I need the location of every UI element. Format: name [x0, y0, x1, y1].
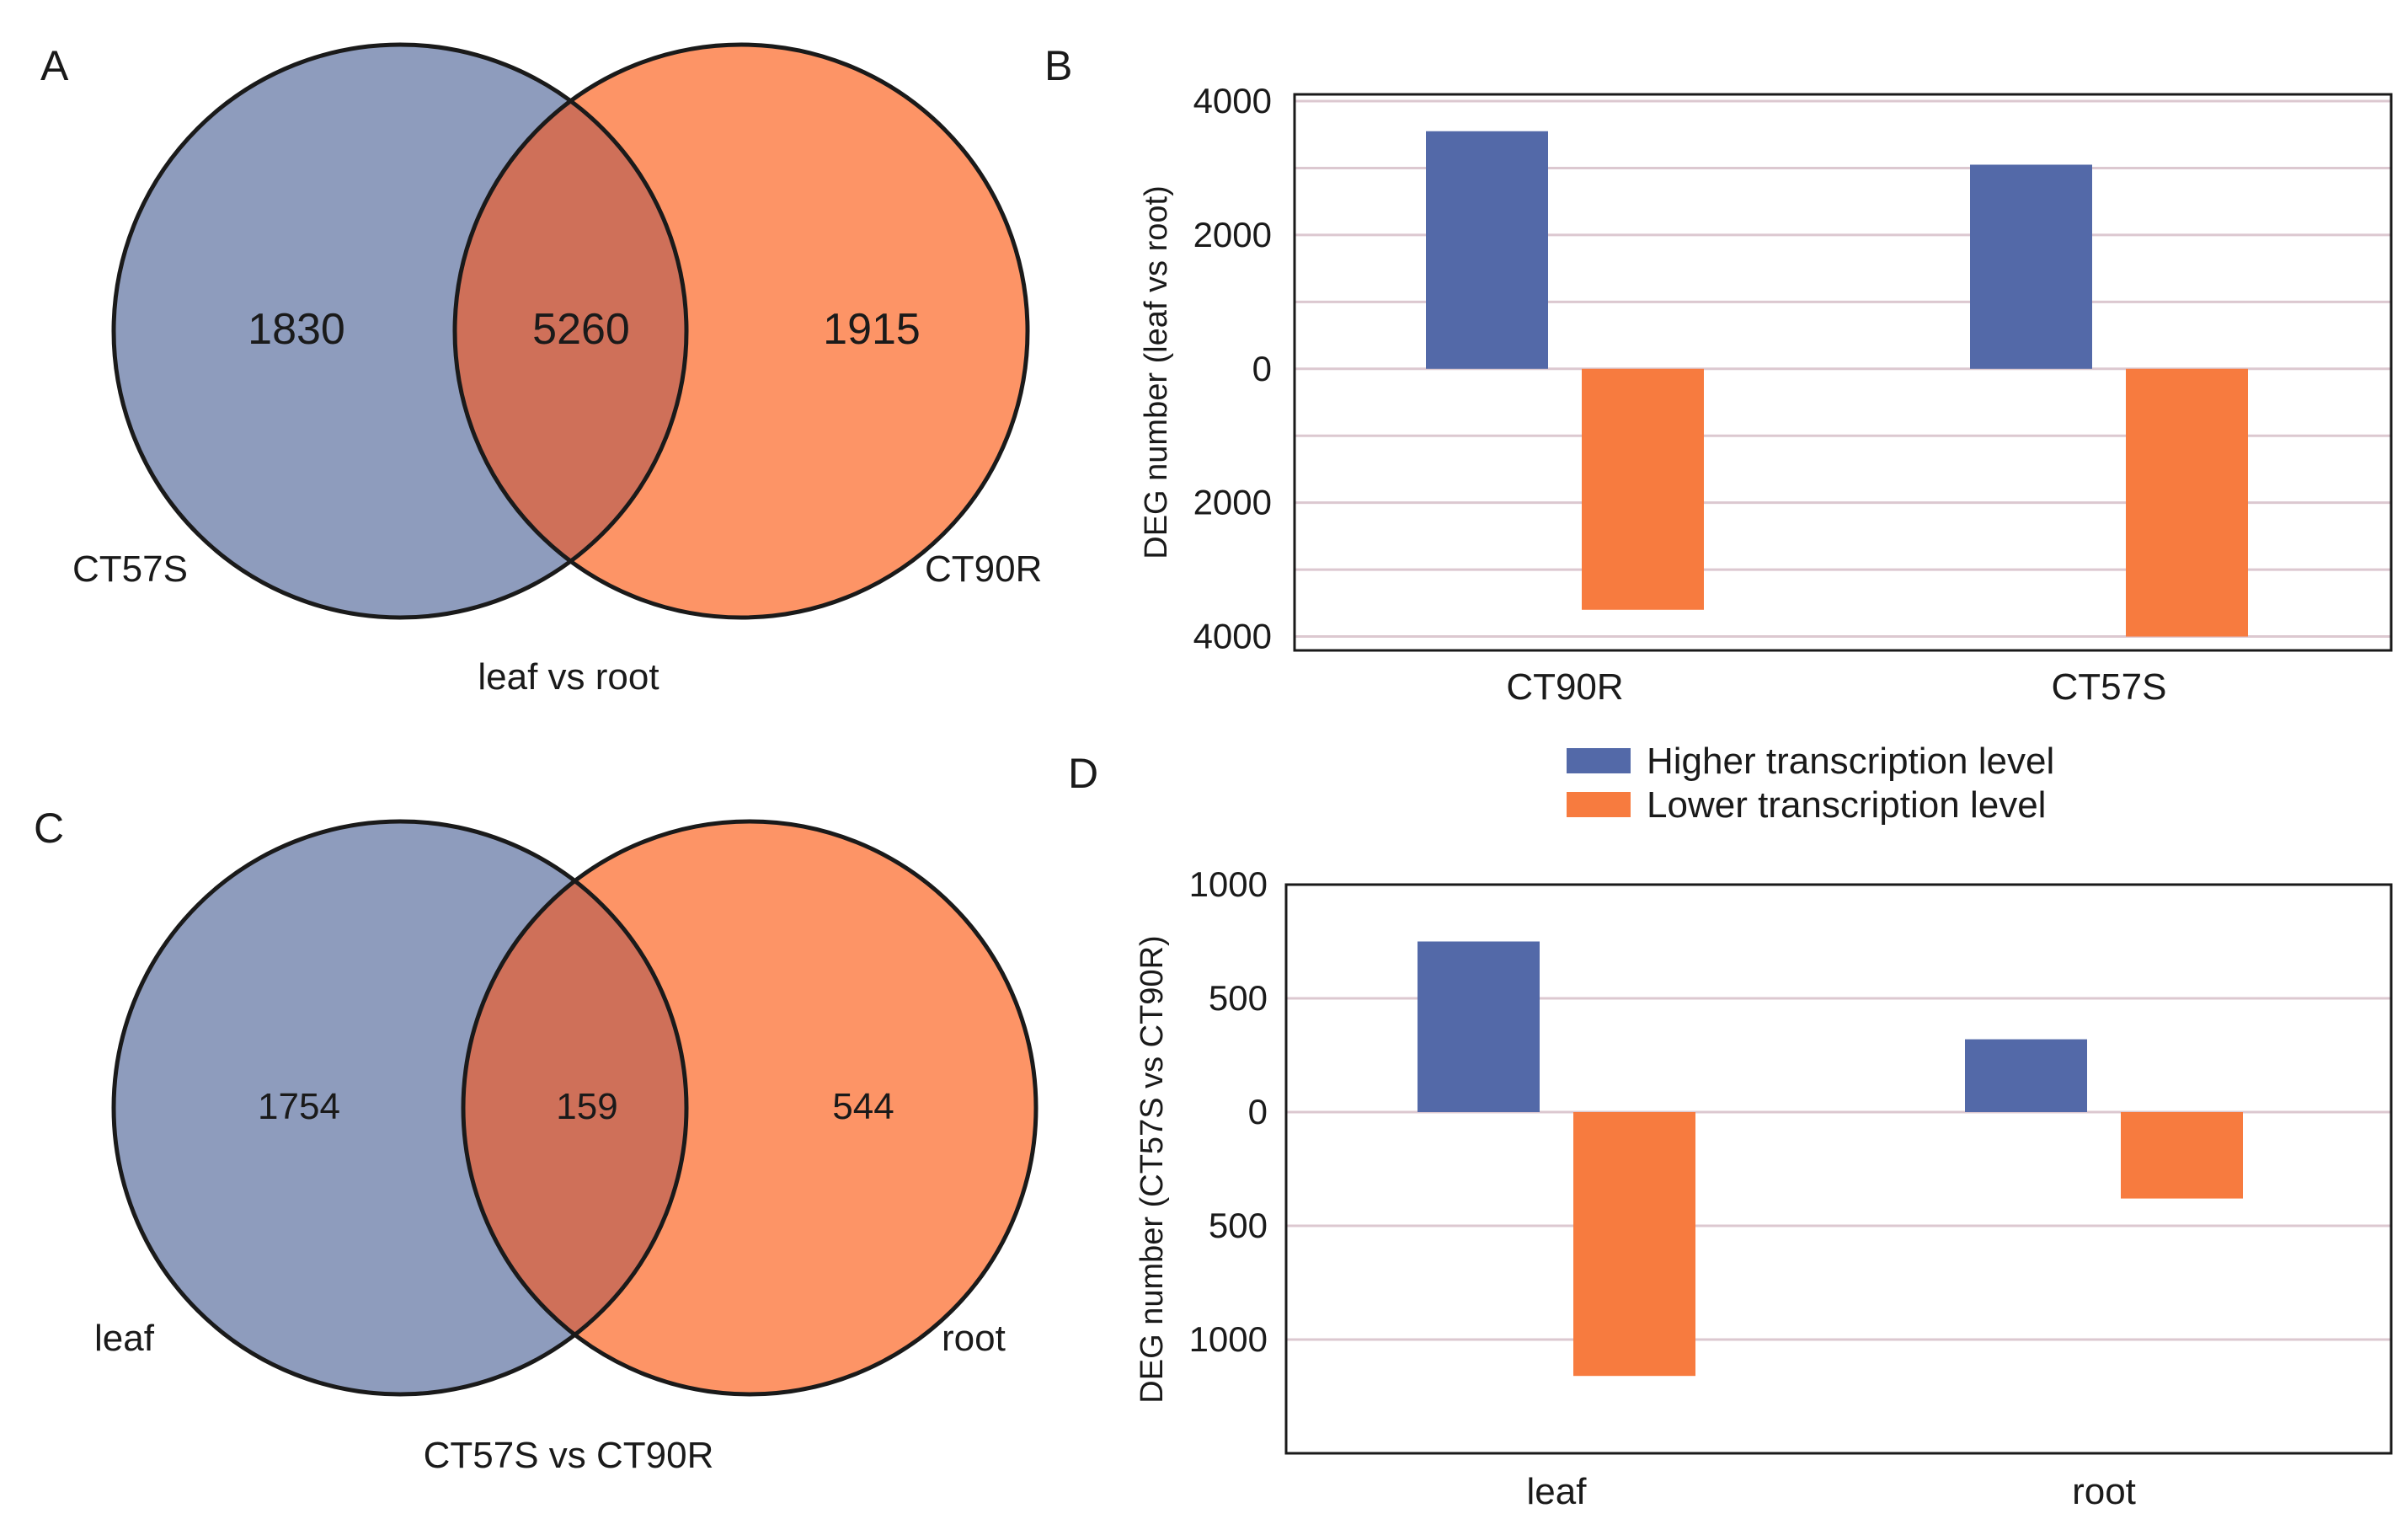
venn-a-right-count: 1915: [823, 305, 921, 354]
y-tick-label: 500: [1209, 1206, 1268, 1245]
x-category-label: root: [2072, 1471, 2136, 1512]
bar-root-higher: [1965, 1039, 2087, 1112]
venn-a-overlap-count: 5260: [532, 305, 630, 354]
panel-a-label: A: [40, 42, 69, 89]
chart-b-frame: [1293, 93, 2393, 652]
panel-c-label: C: [34, 805, 64, 852]
chart-d-bars: [1418, 941, 2243, 1377]
venn-c-caption: CT57S vs CT90R: [424, 1435, 714, 1476]
venn-c-right-set-label: root: [942, 1318, 1006, 1359]
legend-lower-swatch: [1567, 792, 1631, 817]
bar-leaf-lower: [1573, 1112, 1695, 1377]
legend-higher-label: Higher transcription level: [1647, 741, 2054, 782]
chart-d-ytick-labels: 1000 500 0 500 1000: [1189, 864, 1268, 1359]
venn-c-overlap: [463, 821, 686, 1394]
x-category-label: CT57S: [2052, 666, 2167, 708]
venn-a-left-outline: [111, 42, 689, 620]
chart-d-category-labels: leaf root: [1527, 1471, 2136, 1512]
chart-b-y-axis-label: DEG number (leaf vs root): [1139, 185, 1174, 559]
venn-a-left-count: 1830: [248, 305, 345, 354]
y-tick-label: 4000: [1193, 81, 1272, 120]
bar-root-lower: [2121, 1112, 2243, 1199]
y-tick-label: 500: [1209, 978, 1268, 1018]
y-tick-label: 0: [1248, 1092, 1268, 1131]
panel-c: C 1754 159 544 leaf root CT57S vs CT90R: [34, 805, 1038, 1476]
chart-b-ytick-labels: 4000 2000 0 2000 4000: [1193, 81, 1272, 656]
chart-d-frame: [1284, 883, 2393, 1455]
venn-c-right-count: 544: [832, 1086, 894, 1127]
venn-a-left-set-label: CT57S: [72, 548, 188, 590]
venn-a-right-set-label: CT90R: [925, 548, 1042, 590]
venn-c-left-outline: [111, 819, 689, 1397]
venn-c-left-count: 1754: [258, 1086, 340, 1127]
bar-leaf-higher: [1418, 941, 1540, 1112]
panel-d-label: D: [1068, 750, 1098, 797]
x-category-label: leaf: [1527, 1471, 1588, 1512]
y-tick-label: 1000: [1189, 1319, 1268, 1359]
panel-a: A 1830 5260 1915 CT57S CT90R leaf vs roo…: [40, 42, 1042, 698]
chart-d: D 1000 500 0 500 1000 leaf root DEG number (C…: [1068, 750, 2393, 1512]
y-tick-label: 2000: [1193, 483, 1272, 522]
legend-higher-swatch: [1567, 748, 1631, 773]
y-tick-label: 0: [1252, 349, 1272, 388]
y-tick-label: 2000: [1193, 215, 1272, 254]
chart-b: B 4000 2000 0 2000 4000 CT90R CT57S DEG numbe…: [1044, 42, 2393, 708]
bar-CT57S-lower: [2126, 368, 2248, 637]
y-tick-label: 1000: [1189, 864, 1268, 904]
x-category-label: CT90R: [1506, 666, 1623, 708]
bar-CT57S-higher: [1970, 164, 2092, 369]
venn-a-right-outline: [452, 42, 1030, 620]
venn-c-overlap-count: 159: [556, 1086, 617, 1127]
chart-b-bars: [1426, 131, 2248, 637]
legend: Higher transcription level Lower transcr…: [1567, 741, 2054, 826]
venn-c-right-outline: [461, 819, 1038, 1397]
venn-c-left-set-label: leaf: [94, 1318, 155, 1359]
panel-b-label: B: [1044, 42, 1072, 89]
legend-lower-label: Lower transcription level: [1647, 784, 2046, 826]
chart-b-category-labels: CT90R CT57S: [1506, 666, 2166, 708]
bar-CT90R-lower: [1582, 368, 1704, 610]
venn-a-overlap: [455, 45, 686, 618]
bar-CT90R-higher: [1426, 131, 1548, 369]
chart-d-y-axis-label: DEG number (CT57S vs CT90R): [1135, 935, 1170, 1403]
y-tick-label: 4000: [1193, 617, 1272, 656]
venn-a-caption: leaf vs root: [478, 656, 659, 698]
